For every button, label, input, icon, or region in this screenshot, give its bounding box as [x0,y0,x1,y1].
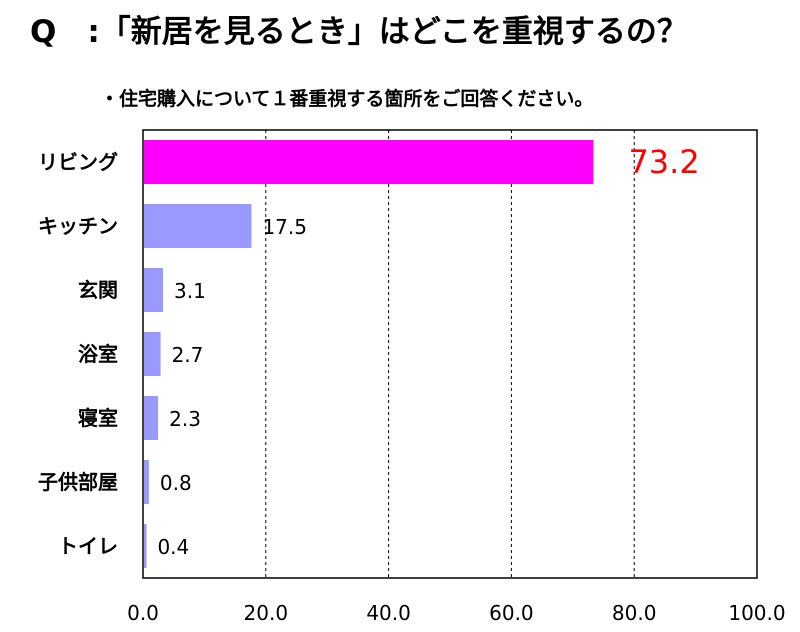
bar [144,524,147,568]
x-tick-label: 40.0 [366,601,411,625]
bar [144,396,159,440]
x-tick-label: 20.0 [244,601,289,625]
data-label: 2.7 [172,343,204,367]
bar [144,460,149,504]
category-label: トイレ [58,534,118,558]
data-label: 3.1 [174,279,206,303]
chart-title: Q :「新居を見るとき」はどこを重視するの？ [30,14,688,50]
data-label: 17.5 [262,215,307,239]
category-label: キッチン [38,214,118,238]
category-label: 子供部屋 [38,470,118,494]
data-label: 73.2 [628,143,699,181]
x-tick-label: 100.0 [728,601,785,625]
category-label: 寝室 [78,406,118,430]
data-label: 0.8 [160,471,192,495]
chart-subtitle: ・住宅購入について１番重視する箇所をご回答ください。 [100,88,594,110]
bar [144,204,252,248]
bar [144,268,164,312]
plot-area [142,129,758,579]
x-tick-label: 80.0 [612,601,657,625]
bar [144,140,594,184]
data-label: 0.4 [157,535,189,559]
category-label: リビング [38,150,118,174]
x-tick-label: 60.0 [489,601,534,625]
category-label: 浴室 [78,342,118,366]
x-tick-label: 0.0 [127,601,159,625]
bar [144,332,161,376]
data-label: 2.3 [169,407,201,431]
category-label: 玄関 [78,278,118,302]
